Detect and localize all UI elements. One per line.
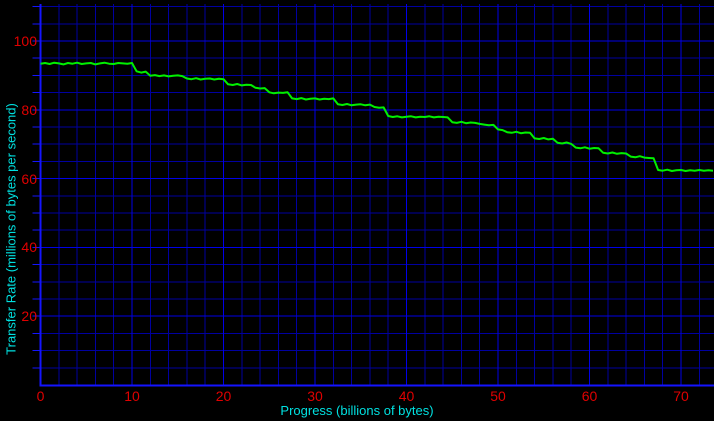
y-tick-label: 100 <box>13 33 37 49</box>
transfer-rate-line <box>40 61 714 172</box>
y-axis-title: Transfer Rate (millions of bytes per sec… <box>3 103 19 355</box>
x-axis-title: Progress (billions of bytes) <box>280 403 434 418</box>
x-tick-label: 0 <box>36 388 45 404</box>
x-tick-label: 20 <box>215 388 232 404</box>
x-tick-label: 60 <box>581 388 598 404</box>
y-tick-label: 40 <box>21 239 37 256</box>
y-tick-label: 60 <box>21 170 37 187</box>
y-tick-label: 20 <box>21 308 37 325</box>
y-tick-label: 80 <box>21 101 37 118</box>
x-tick-label: 70 <box>673 388 689 404</box>
x-tick-label: 30 <box>307 388 323 404</box>
x-tick-label: 10 <box>124 388 140 404</box>
x-tick-label: 40 <box>398 388 415 404</box>
x-tick-label: 50 <box>490 388 506 404</box>
